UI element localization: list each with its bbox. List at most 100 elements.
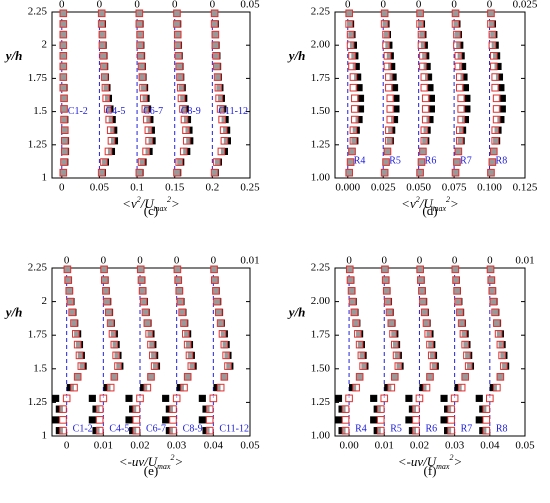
open-square xyxy=(102,94,111,103)
open-square xyxy=(420,83,429,92)
open-square xyxy=(354,330,362,338)
y-tick-label: 1.75 xyxy=(28,72,48,84)
x-axis-label-part: > xyxy=(450,196,459,211)
open-square xyxy=(359,362,367,370)
station-label: R5 xyxy=(389,156,401,167)
y-tick-label: 1 xyxy=(42,172,48,184)
open-square xyxy=(454,52,463,60)
open-square xyxy=(59,62,68,71)
x-axis-label-part: max xyxy=(154,204,168,213)
open-square xyxy=(486,265,495,274)
open-square xyxy=(386,94,395,103)
open-square xyxy=(453,287,461,295)
open-square xyxy=(351,94,359,103)
plot-frame xyxy=(51,267,251,437)
x-axis-label: <v2/Umax2> xyxy=(401,195,459,213)
open-square xyxy=(426,340,434,349)
open-square xyxy=(98,30,107,39)
open-square xyxy=(59,83,68,92)
station-label: C1-2 xyxy=(73,424,93,435)
open-square xyxy=(216,105,225,113)
open-square xyxy=(457,94,465,103)
open-square xyxy=(145,330,153,338)
open-square xyxy=(105,308,113,317)
filled-square xyxy=(405,394,413,402)
x-tick-label: 0.05 xyxy=(240,440,260,452)
station-label: R6 xyxy=(425,156,437,167)
open-square xyxy=(455,126,464,134)
filled-square xyxy=(198,394,206,402)
open-square xyxy=(176,297,185,306)
open-square xyxy=(487,20,495,28)
open-square xyxy=(175,158,184,166)
open-square xyxy=(454,147,463,156)
x-tick-label: 0.05 xyxy=(515,440,535,452)
open-square xyxy=(138,73,147,81)
open-square xyxy=(345,9,353,18)
open-square xyxy=(222,351,230,360)
open-square xyxy=(382,30,390,39)
x-tick-label: 0.00 xyxy=(339,440,359,452)
open-square xyxy=(385,73,393,81)
open-square xyxy=(220,137,229,145)
open-square xyxy=(205,416,214,424)
panel-caption: (d) xyxy=(422,203,437,218)
x-axis-label-part: 2 xyxy=(137,195,141,204)
open-square xyxy=(177,94,186,103)
filled-square xyxy=(370,416,378,424)
open-square xyxy=(64,276,72,284)
open-square xyxy=(463,351,471,360)
x-tick-label: 0.2 xyxy=(205,182,219,194)
open-square xyxy=(132,426,141,435)
open-square xyxy=(419,147,427,156)
open-square xyxy=(174,52,183,60)
open-square xyxy=(345,168,353,177)
x2-tick-label: 0 xyxy=(59,0,65,11)
open-square xyxy=(72,330,80,338)
filled-square xyxy=(52,416,60,424)
x-tick-label: 0.075 xyxy=(442,182,467,194)
y-tick-label: 2 xyxy=(42,295,48,307)
open-square xyxy=(169,416,177,424)
open-square xyxy=(220,373,229,381)
open-square xyxy=(108,330,117,338)
y-tick-label: 1.75 xyxy=(311,72,331,84)
open-square xyxy=(66,297,75,306)
open-square xyxy=(454,297,462,306)
y-tick-label: 1.25 xyxy=(311,138,331,150)
filled-square xyxy=(440,416,448,424)
open-square xyxy=(215,94,223,103)
open-square xyxy=(447,426,455,435)
open-square xyxy=(105,115,114,124)
open-square xyxy=(457,115,465,124)
station-label: C1-2 xyxy=(68,106,88,117)
open-square xyxy=(182,330,190,338)
open-square xyxy=(138,287,147,295)
open-square xyxy=(341,416,350,424)
open-square xyxy=(211,30,220,39)
x-axis-label-part: <v xyxy=(122,196,137,211)
open-square xyxy=(346,158,355,166)
open-square xyxy=(173,41,182,50)
open-square xyxy=(210,20,219,28)
y-tick-label: 2.25 xyxy=(28,262,48,274)
open-square xyxy=(381,276,390,284)
open-square xyxy=(455,73,464,81)
open-square xyxy=(100,265,108,274)
open-square xyxy=(187,362,196,370)
open-square xyxy=(73,340,82,349)
x-tick-label: 0.02 xyxy=(410,440,429,452)
open-square xyxy=(382,158,390,166)
filled-square xyxy=(334,416,343,424)
open-square xyxy=(346,276,355,284)
open-square xyxy=(60,147,69,156)
open-square xyxy=(385,308,394,317)
open-square xyxy=(352,383,360,392)
open-square xyxy=(349,73,358,81)
open-square xyxy=(210,265,218,274)
open-square xyxy=(174,276,182,284)
station-label: C6-7 xyxy=(143,106,163,117)
x2-tick-label: 0.01 xyxy=(240,255,259,267)
open-square xyxy=(137,62,146,71)
open-square xyxy=(217,147,226,156)
